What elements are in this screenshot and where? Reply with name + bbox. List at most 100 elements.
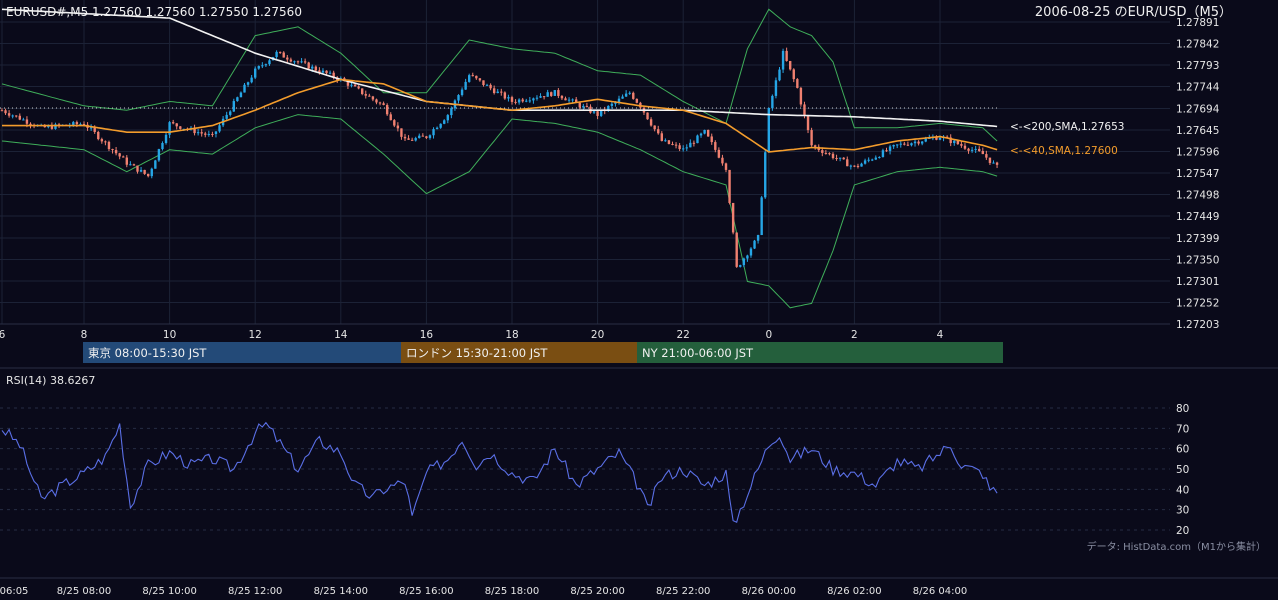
candle-body [831,153,835,159]
candle-body [510,97,514,102]
candle-body [364,94,367,96]
candle-body [938,137,942,140]
candle-body [671,143,674,145]
rsi-series [1,421,998,523]
candle-body [29,123,32,125]
candle-body [981,151,984,155]
candle-body [428,135,432,138]
candle-body [314,66,318,71]
price-tick-label: 1.27645 [1176,125,1219,137]
candle-body [443,120,446,124]
candle-body [696,135,699,144]
candle-body [624,93,628,97]
symbol-ohlc: EURUSD#,M5 1.27560 1.27560 1.27550 1.275… [6,5,302,19]
candle-body [582,105,585,108]
price-tick-label: 1.27596 [1176,146,1220,158]
candle-body [289,59,293,62]
candle-body [318,70,321,73]
candle-body [546,92,549,97]
candle-body [193,127,196,134]
candle-body [578,102,581,108]
hour-tick-label: 6 [0,329,6,341]
candle-body [143,169,146,174]
candle-body [853,165,856,167]
candle-body [995,162,999,165]
candle-body [739,265,742,267]
bottom-time-label: 8/25 20:00 [570,586,624,597]
candle-body [485,84,489,86]
candle-body [0,110,4,112]
candle-body [842,157,845,160]
candle-body [913,141,917,144]
candle-body [368,95,371,97]
candle-body [985,154,988,158]
candle-body [810,130,813,146]
candle-body [646,112,649,120]
candle-body [824,152,828,154]
session-bars: 東京 08:00-15:30 JST ロンドン 15:30-21:00 JST … [83,342,1003,363]
candle-body [268,60,271,65]
candle-body [286,57,289,60]
main-grid [0,0,1170,325]
sma40-line [2,78,998,153]
candle-body [421,135,425,137]
candle-body [439,123,442,128]
price-tick-label: 1.27891 [1176,17,1219,29]
candle-body [874,157,877,160]
candle-body [749,248,753,256]
candle-body [18,115,21,120]
candle-body [214,131,218,134]
candle-body [418,135,421,139]
candle-body [863,160,867,164]
candle-body [471,75,474,77]
candle-body [778,69,781,81]
candle-body [892,144,895,147]
candle-body [756,235,760,241]
rsi-tick-label: 40 [1176,484,1189,496]
candle-body [564,98,567,101]
bottom-time-label: 8/26 02:00 [827,586,881,597]
candle-body [521,99,524,102]
candle-body [906,144,910,146]
candle-body [828,153,831,155]
candle-body [72,122,75,126]
candle-body [478,78,482,81]
candle-body [250,77,253,83]
candle-body [225,114,228,119]
candle-body [332,72,335,78]
candle-body [54,124,57,129]
candle-body [903,143,906,145]
candle-body [728,169,731,203]
candle-body [475,75,478,79]
candle-body [457,95,460,101]
candle-body [450,108,453,116]
candle-body [378,102,382,104]
price-tick-label: 1.27842 [1176,39,1219,51]
candle-body [649,119,653,126]
candle-body [542,96,546,98]
bottom-time-label: 8/25 14:00 [314,586,368,597]
candle-body [328,72,332,74]
candle-body [460,89,464,96]
candle-body [25,119,29,124]
candle-body [403,136,407,139]
candle-body [928,138,931,140]
rsi-tick-label: 30 [1176,505,1189,517]
candle-body [179,126,182,129]
hour-tick-label: 22 [677,329,690,341]
price-tick-label: 1.27399 [1176,233,1219,245]
candle-body [425,136,428,138]
candle-body [596,111,599,116]
candle-body [774,80,778,96]
bottom-time-label: 8/25 08:00 [57,586,111,597]
candle-body [507,97,510,99]
price-axis: 1.27891 1.27842 1.27793 1.27744 1.27694 1.276… [1176,17,1220,331]
candle-body [154,160,157,169]
candle-body [410,139,414,141]
hour-tick-label: 10 [163,329,176,341]
candle-body [432,129,435,136]
candle-body [261,65,264,67]
candle-body [806,115,810,131]
candle-body [107,141,111,150]
candle-body [171,122,175,124]
